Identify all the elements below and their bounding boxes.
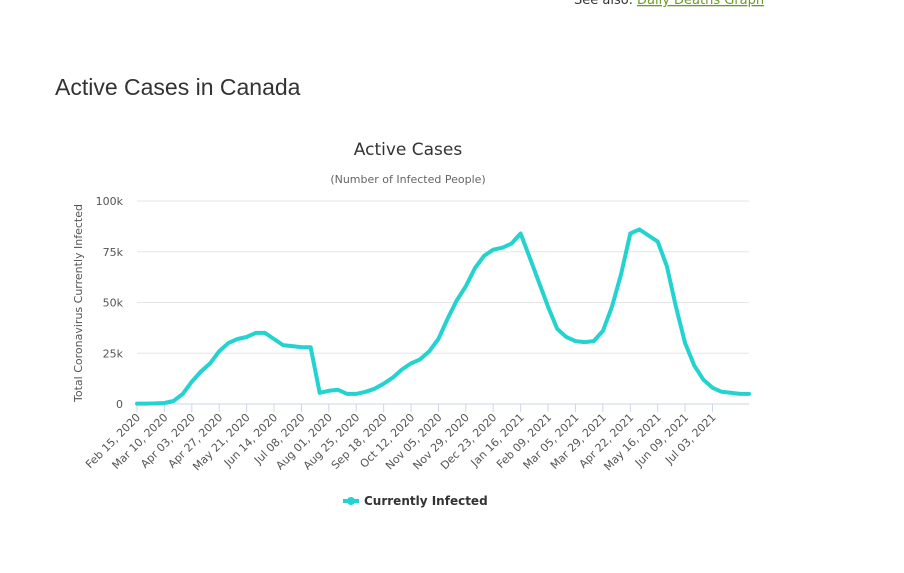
see-also-link[interactable]: Daily Deaths Graph	[637, 0, 764, 8]
see-also: See also:	[574, 0, 633, 8]
chart-title: Active Cases	[354, 140, 463, 160]
y-axis-label: Total Coronavirus Currently Infected	[72, 204, 85, 403]
y-tick-label: 75k	[103, 246, 124, 259]
legend-label: Currently Infected	[364, 494, 488, 508]
line	[135, 227, 751, 406]
y-tick-label: 50k	[103, 297, 124, 310]
legend-symbol	[347, 497, 355, 505]
y-tick-label: 100k	[96, 195, 124, 208]
y-tick-label: 25k	[103, 347, 124, 360]
page-title: Active Cases in Canada	[55, 74, 301, 100]
y-tick-label: 0	[116, 398, 123, 411]
chart-subtitle: (Number of Infected People)	[330, 173, 485, 186]
